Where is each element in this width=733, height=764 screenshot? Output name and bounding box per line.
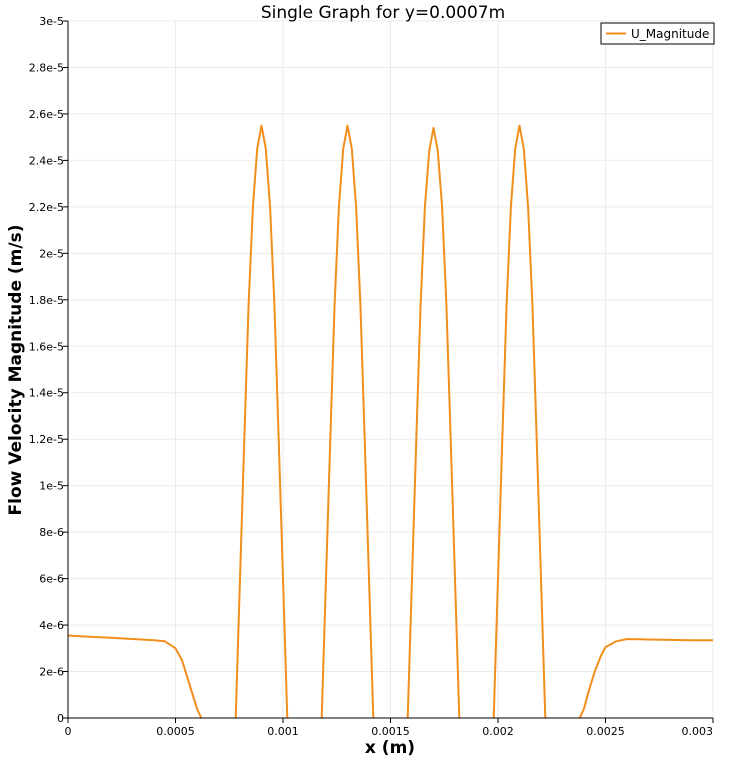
y-tick-label: 1.4e-5: [29, 387, 64, 400]
y-tick-label: 2.4e-5: [29, 154, 64, 167]
x-tick-label: 0.002: [482, 725, 514, 738]
y-tick-label: 2e-6: [39, 666, 64, 679]
y-tick-label: 2.6e-5: [29, 108, 64, 121]
x-axis-label: x (m): [365, 738, 415, 758]
axes: [63, 20, 714, 723]
y-tick-label: 2.8e-5: [29, 61, 64, 74]
y-axis-label: Flow Velocity Magnitude (m/s): [6, 225, 26, 516]
series-line-segment: [578, 638, 713, 719]
y-tick-label: 1.6e-5: [29, 340, 64, 353]
y-tick-label: 2.2e-5: [29, 201, 64, 214]
y-tick-label: 1.2e-5: [29, 433, 64, 446]
x-tick-label: 0: [65, 725, 72, 738]
tick-labels: 0 0.0005 0.001 0.0015 0.002 0.0025 0.003 0 2e-6 4…: [29, 15, 713, 738]
legend-label: U_Magnitude: [631, 27, 709, 41]
legend-box: [600, 22, 715, 45]
y-tick-label: 3e-5: [39, 15, 64, 28]
x-tick-label: 0.003: [682, 725, 714, 738]
chart-title: Single Graph for y=0.0007m: [261, 3, 505, 23]
x-tick-label: 0.0015: [371, 725, 410, 738]
y-tick-label: 6e-6: [39, 573, 64, 586]
x-tick-label: 0.0005: [156, 725, 195, 738]
series-line-segment: [67, 634, 203, 719]
grid-lines: [67, 20, 714, 719]
series-line-segment: [492, 124, 547, 719]
series-line-segment: [406, 126, 461, 719]
series-line-segment: [234, 124, 289, 719]
y-tick-label: 2e-5: [39, 247, 64, 260]
y-tick-label: 1.8e-5: [29, 294, 64, 307]
x-tick-label: 0.0025: [586, 725, 625, 738]
y-tick-label: 1e-5: [39, 480, 64, 493]
y-tick-label: 4e-6: [39, 619, 64, 632]
series-line-segment: [320, 124, 375, 719]
series-layer: [67, 124, 713, 719]
y-tick-label: 8e-6: [39, 526, 64, 539]
legend: U_Magnitude: [600, 22, 715, 45]
x-tick-label: 0.001: [267, 725, 299, 738]
y-tick-label: 0: [57, 712, 64, 725]
